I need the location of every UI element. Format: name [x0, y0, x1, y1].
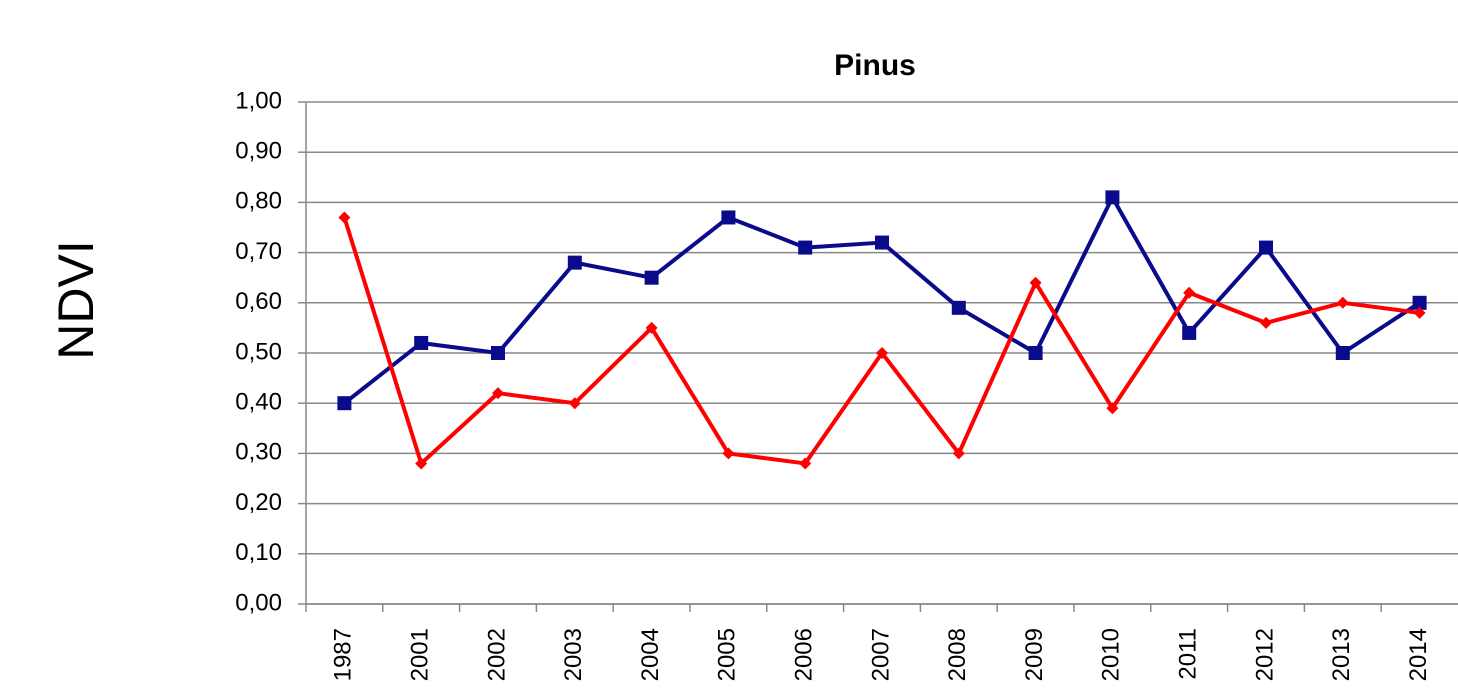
y-tick-label: 0,70 — [235, 238, 282, 265]
marker — [1182, 325, 1197, 340]
chart-title: Pinus — [834, 49, 916, 82]
marker — [492, 387, 504, 400]
marker — [644, 270, 659, 285]
marker — [1259, 240, 1273, 255]
x-tick-label: 2013 — [1328, 628, 1355, 681]
marker — [645, 321, 658, 334]
marker — [1105, 190, 1120, 205]
y-tick-label: 0,40 — [235, 389, 282, 416]
x-tick-label: 2010 — [1098, 628, 1125, 681]
marker — [1183, 286, 1196, 299]
y-tick-label: 0,00 — [235, 589, 282, 616]
x-tick-label: 2002 — [483, 628, 510, 681]
x-tick-label: 2003 — [560, 628, 587, 681]
marker — [568, 397, 581, 410]
x-tick-label: 2014 — [1405, 628, 1432, 681]
marker — [721, 210, 736, 225]
marker — [875, 235, 889, 250]
y-tick-label: 0,60 — [235, 288, 282, 315]
marker — [952, 447, 965, 460]
x-tick-label: 2006 — [791, 628, 818, 681]
marker — [799, 457, 812, 470]
x-tick-label: 2008 — [944, 628, 971, 681]
marker — [491, 346, 505, 360]
marker — [1028, 346, 1043, 360]
marker — [1029, 276, 1042, 289]
marker — [567, 255, 582, 270]
marker — [414, 335, 429, 350]
marker — [1413, 306, 1426, 319]
x-tick-label: 2011 — [1175, 628, 1202, 680]
y-tick-label: 0,50 — [235, 338, 282, 365]
y-tick-label: 0,10 — [235, 539, 282, 566]
marker — [1106, 402, 1119, 415]
y-tick-label: 1,00 — [235, 87, 282, 114]
y-axis-label: NDVI — [48, 240, 104, 359]
marker — [951, 300, 966, 315]
marker — [798, 240, 813, 255]
marker — [338, 211, 351, 224]
marker — [337, 396, 352, 411]
series-line — [343, 195, 1421, 405]
x-tick-label: 2005 — [714, 628, 741, 681]
y-tick-label: 0,30 — [235, 439, 282, 466]
y-tick-label: 0,90 — [235, 138, 282, 165]
marker — [1412, 295, 1427, 310]
y-tick-label: 0,80 — [235, 188, 282, 215]
x-tick-label: 2001 — [407, 628, 434, 681]
marker — [722, 447, 735, 460]
x-tick-label: 2009 — [1021, 628, 1048, 681]
marker — [876, 347, 888, 359]
x-tick-label: 2007 — [867, 628, 894, 681]
x-tick-label: 1987 — [330, 628, 357, 681]
marker — [1336, 296, 1349, 309]
y-tick-label: 0,20 — [235, 489, 282, 516]
marker — [415, 457, 428, 470]
marker — [1335, 346, 1350, 360]
marker — [1260, 316, 1272, 329]
x-tick-label: 2004 — [637, 628, 664, 681]
x-tick-label: 2012 — [1251, 628, 1278, 681]
